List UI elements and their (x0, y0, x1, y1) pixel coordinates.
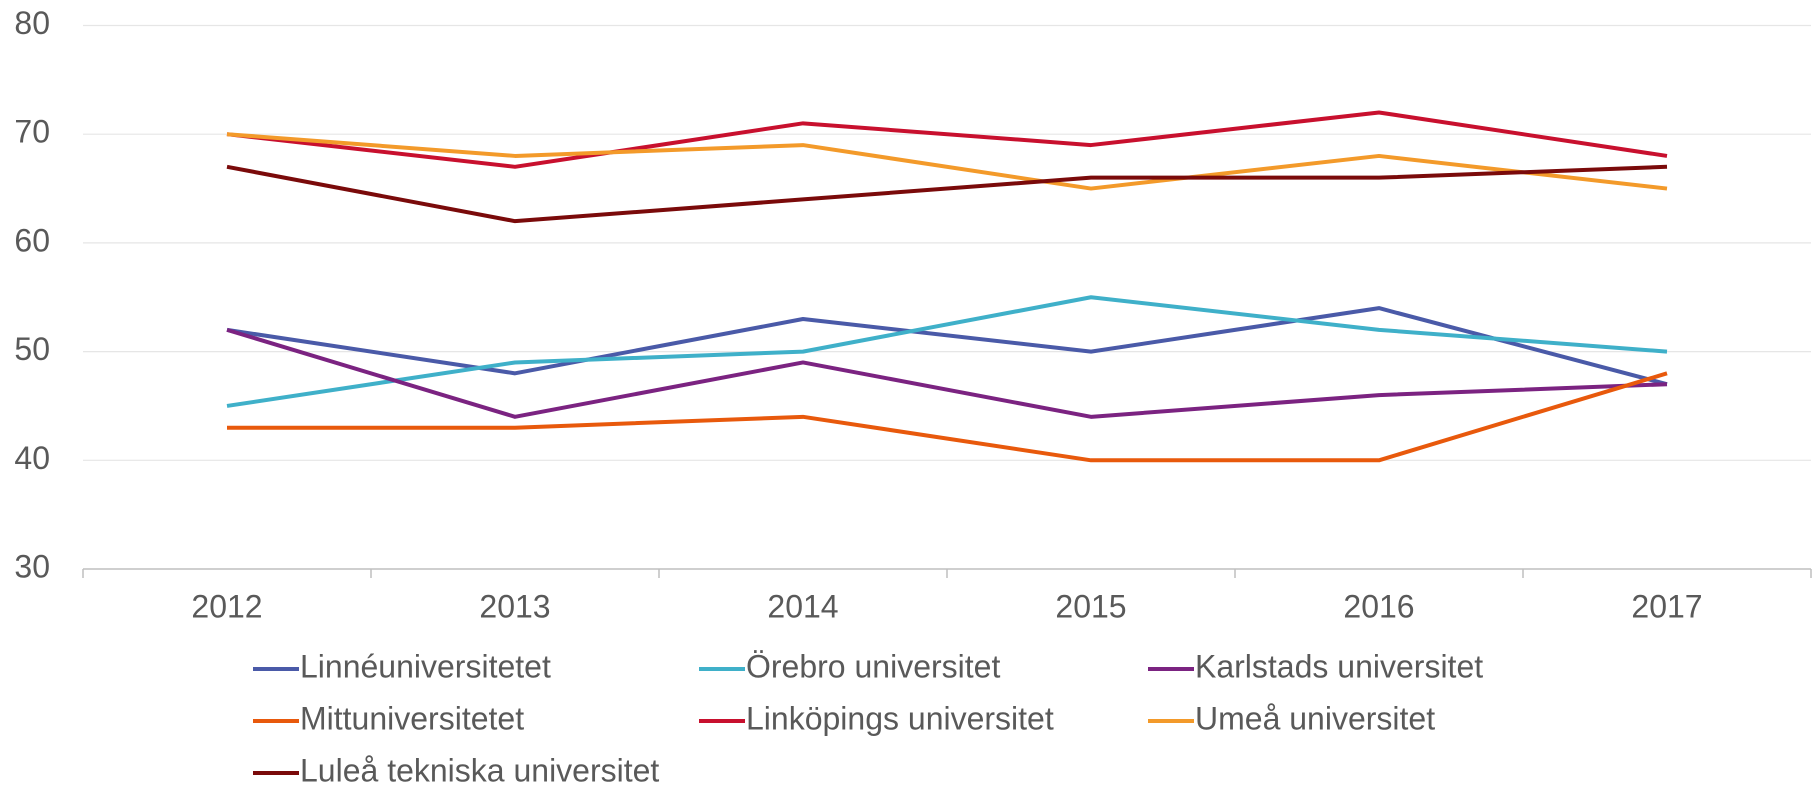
y-tick-label: 70 (14, 114, 50, 150)
legend-label: Mittuniversitetet (300, 700, 524, 736)
legend-label: Umeå universitet (1195, 700, 1435, 736)
x-tick-label: 2016 (1343, 588, 1414, 624)
y-tick-label: 30 (14, 548, 50, 584)
legend-label: Luleå tekniska universitet (300, 752, 659, 788)
y-tick-label: 40 (14, 440, 50, 476)
series-line (226, 164, 1668, 224)
x-tick-label: 2017 (1631, 588, 1702, 624)
series-line (227, 371, 1668, 463)
series-line (226, 132, 1668, 191)
legend-label: Örebro universitet (746, 648, 1000, 684)
y-tick-label: 50 (14, 331, 50, 367)
legend-label: Linnéuniversitetet (300, 648, 551, 684)
x-tick-label: 2014 (767, 588, 838, 624)
series-line (226, 295, 1668, 408)
x-tick-label: 2013 (479, 588, 550, 624)
legend-label: Karlstads universitet (1195, 648, 1483, 684)
series-line (226, 306, 1668, 387)
x-tick-label: 2012 (191, 588, 262, 624)
y-tick-label: 80 (14, 5, 50, 41)
x-tick-label: 2015 (1055, 588, 1126, 624)
series-line (226, 110, 1668, 169)
legend-label: Linköpings universitet (746, 700, 1054, 736)
series-line (226, 327, 1668, 419)
y-tick-label: 60 (14, 222, 50, 258)
